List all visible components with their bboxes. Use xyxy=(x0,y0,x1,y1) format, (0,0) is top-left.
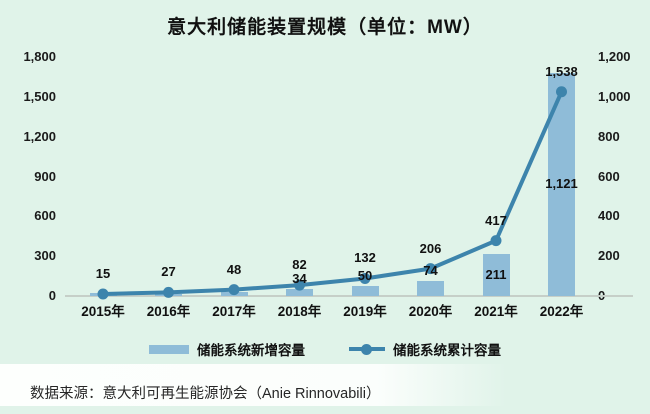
line-data-point xyxy=(425,263,436,275)
right-axis-tick: 1,200 xyxy=(598,49,631,64)
right-axis-tick: 200 xyxy=(598,248,620,264)
chart-title: 意大利储能装置规模（单位：MW） xyxy=(167,17,483,38)
line-data-point xyxy=(97,288,109,300)
right-axis-tick: 1,000 xyxy=(598,88,631,104)
left-axis-tick: 1,500 xyxy=(23,88,56,104)
x-axis-category: 2015年 xyxy=(81,304,125,319)
bar-2019年 xyxy=(351,286,379,296)
x-axis-category: 2020年 xyxy=(408,304,453,319)
x-axis-category: 2018年 xyxy=(277,304,322,319)
bar-2021年 xyxy=(482,253,510,296)
x-axis-category: 2021年 xyxy=(474,304,518,319)
bar-swatch-icon xyxy=(149,344,189,354)
right-axis-tick: 800 xyxy=(598,128,620,144)
legend-item-new-capacity: 储能系统新增容量 xyxy=(149,339,305,359)
left-axis-tick: 300 xyxy=(34,248,56,264)
left-axis-tick: 600 xyxy=(34,208,56,224)
line-value-label: 1,538 xyxy=(545,63,578,79)
line-value-label: 132 xyxy=(354,250,376,266)
line-value-label: 82 xyxy=(292,257,307,273)
line-data-point xyxy=(556,86,567,98)
left-axis-tick: 1,800 xyxy=(23,49,56,64)
line-value-label: 48 xyxy=(226,261,242,277)
left-axis-tick: 900 xyxy=(34,168,56,184)
left-axis-tick: 0 xyxy=(48,288,56,303)
legend-item-cumulative-capacity: 储能系统累计容量 xyxy=(349,339,501,359)
x-axis-category: 2016年 xyxy=(146,304,191,319)
x-axis-line xyxy=(65,295,633,297)
x-axis-category: 2022年 xyxy=(539,304,584,319)
line-value-label: 27 xyxy=(161,264,176,280)
left-axis-tick: 1,200 xyxy=(23,128,56,144)
bar-value-label: 34 xyxy=(292,271,307,287)
bar-value-label: 211 xyxy=(485,266,507,282)
line-data-point xyxy=(228,284,240,296)
line-data-point xyxy=(294,279,305,291)
x-axis-category: 2017年 xyxy=(212,304,256,319)
bar-2018年 xyxy=(286,289,313,296)
bar-value-label: 1,121 xyxy=(545,176,578,192)
right-axis-tick: 400 xyxy=(598,208,620,224)
footer-band xyxy=(0,364,650,406)
line-dot-icon xyxy=(349,343,385,355)
bar-value-label: 50 xyxy=(357,268,373,284)
line-value-label: 417 xyxy=(485,212,507,228)
data-source-note: 数据来源：意大利可再生能源协会（Anie Rinnovabili） xyxy=(30,386,381,402)
bar-2020年 xyxy=(417,281,444,296)
line-value-label: 15 xyxy=(95,266,111,281)
legend-label-cumulative-capacity: 储能系统累计容量 xyxy=(393,343,501,358)
line-value-label: 206 xyxy=(419,240,442,256)
x-axis-category: 2019年 xyxy=(343,304,387,319)
line-data-point xyxy=(490,235,502,247)
chart-legend: 储能系统新增容量 储能系统累计容量 xyxy=(0,339,650,359)
legend-label-new-capacity: 储能系统新增容量 xyxy=(197,343,305,358)
line-data-point xyxy=(359,272,371,284)
right-axis-tick: 600 xyxy=(598,168,620,184)
bar-value-label: 74 xyxy=(423,263,438,279)
line-data-point xyxy=(163,286,174,298)
